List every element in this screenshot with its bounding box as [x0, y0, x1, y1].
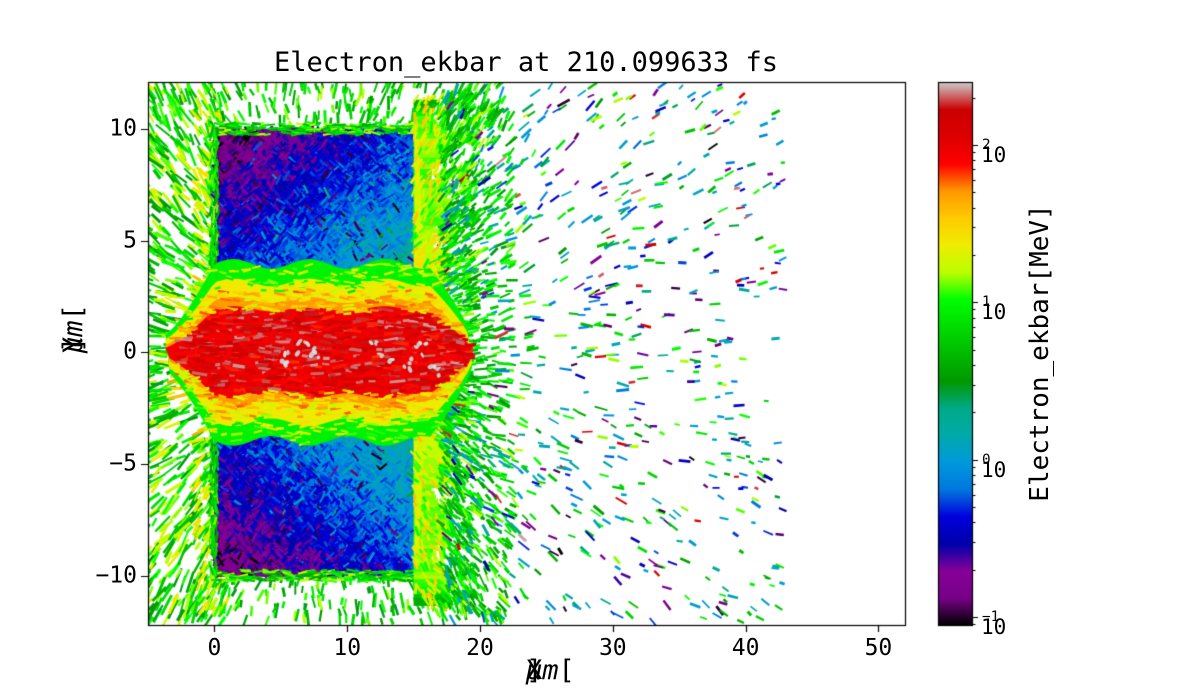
plot-canvas: [0, 0, 1200, 700]
figure: Electron_ekbar at 210.099633 fs X [μm] Y…: [0, 0, 1200, 700]
